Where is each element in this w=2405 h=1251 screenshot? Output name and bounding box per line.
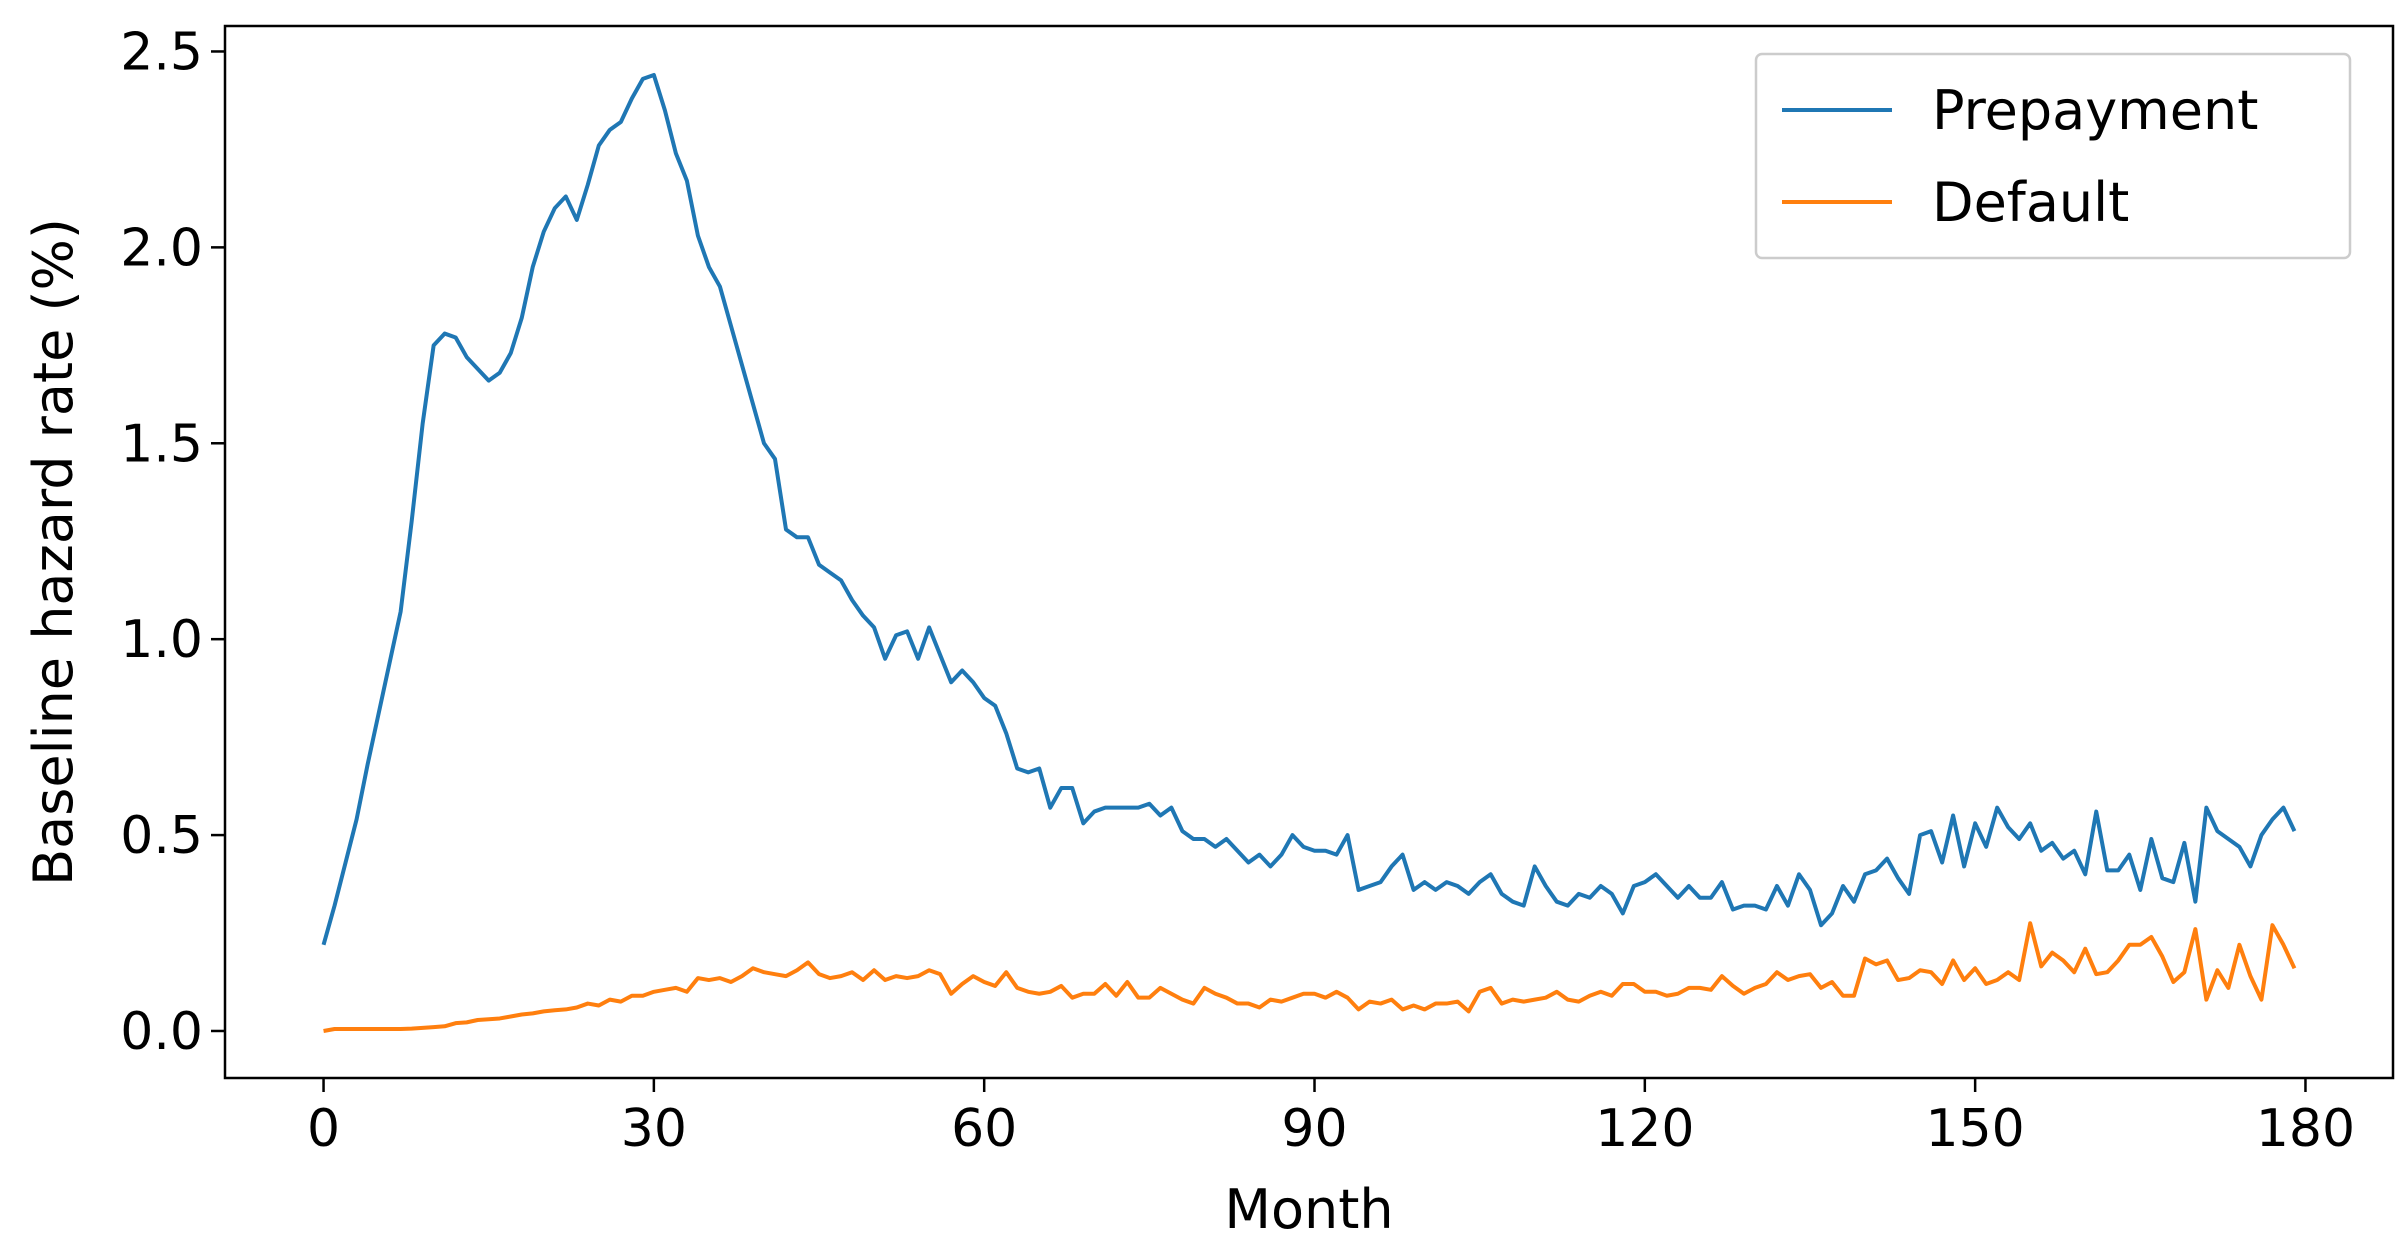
x-tick-label: 60 <box>951 1099 1017 1159</box>
x-tick-label: 180 <box>2256 1099 2355 1159</box>
y-tick-label: 1.5 <box>120 414 203 474</box>
plot-frame <box>223 24 2395 1080</box>
legend-label: Prepayment <box>1932 79 2258 142</box>
y-tick-label: 1.0 <box>120 610 203 670</box>
x-axis-label: Month <box>1224 1178 1393 1241</box>
x-tick-label: 120 <box>1595 1099 1694 1159</box>
x-tick-label: 90 <box>1281 1099 1347 1159</box>
x-tick-label: 0 <box>307 1099 340 1159</box>
series-line <box>323 921 2297 1033</box>
series-line <box>321 72 2297 946</box>
y-tick-label: 0.0 <box>120 1002 203 1062</box>
y-tick-label: 2.5 <box>120 22 203 82</box>
legend-label: Default <box>1932 171 2129 234</box>
legend-box <box>1754 52 2352 260</box>
y-axis-label: Baseline hazard rate (%) <box>22 218 85 886</box>
x-tick-label: 150 <box>1926 1099 2025 1159</box>
x-tick-label: 30 <box>621 1099 687 1159</box>
y-tick-label: 0.5 <box>120 806 203 866</box>
y-tick-label: 2.0 <box>120 218 203 278</box>
